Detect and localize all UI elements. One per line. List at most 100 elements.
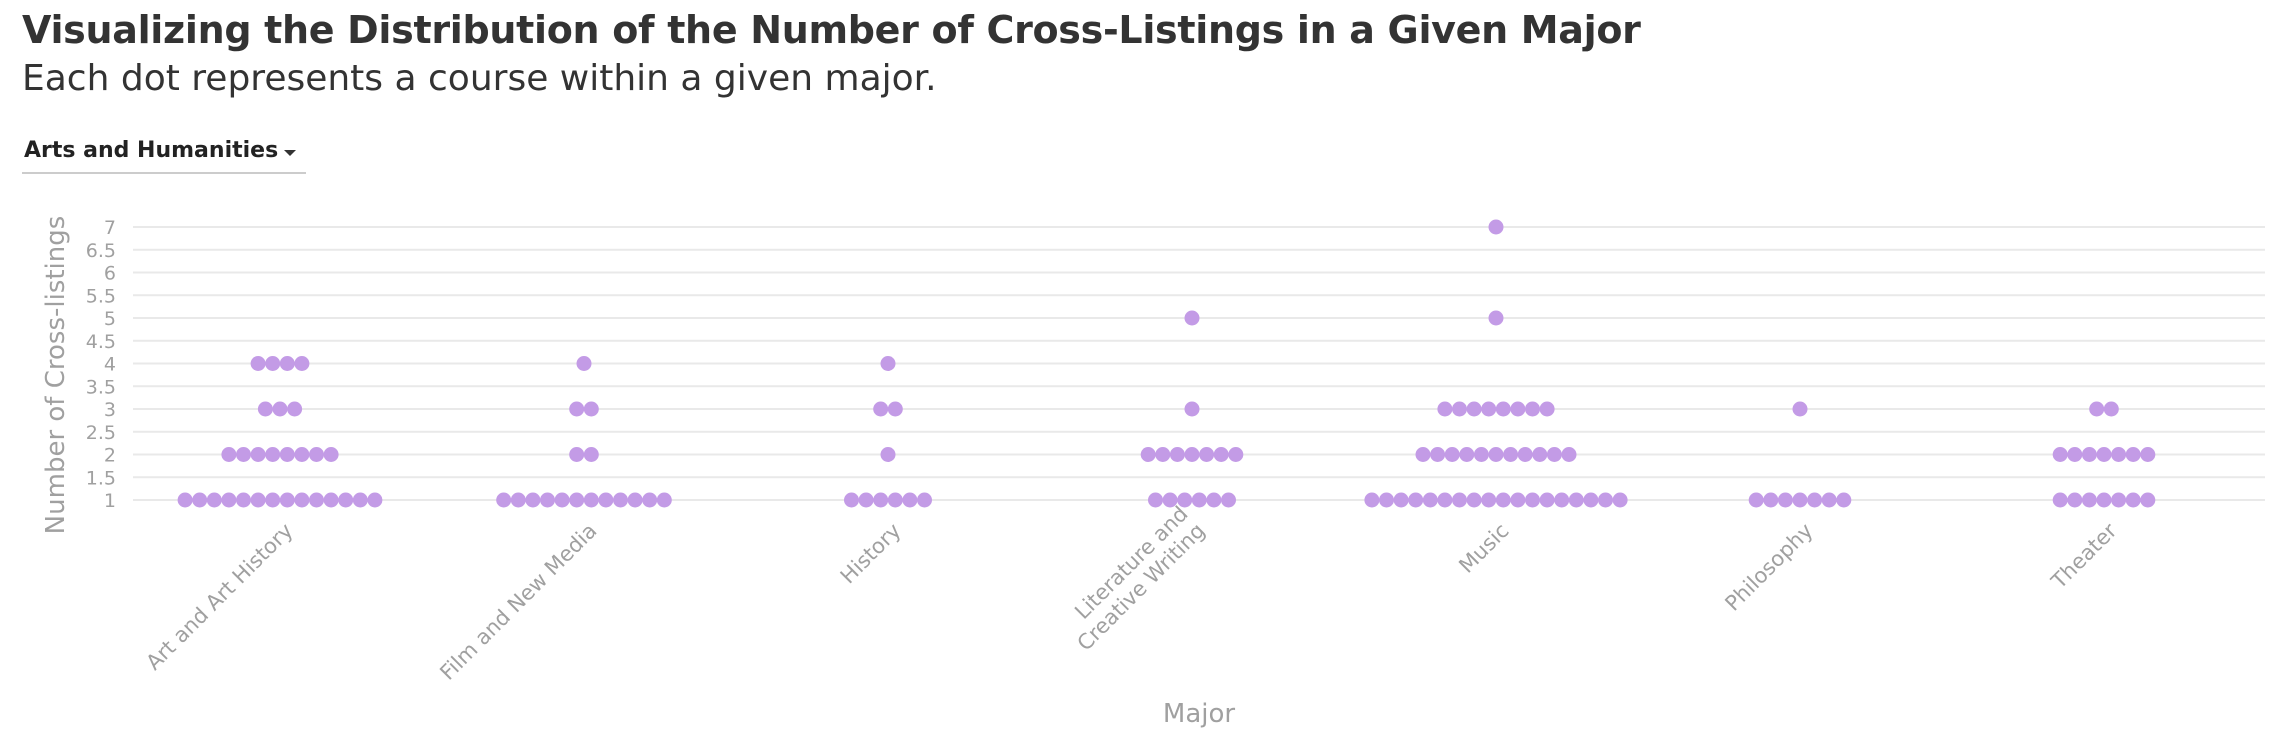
x-tick-label-line: Film and New Media — [435, 519, 601, 685]
data-dot — [1184, 401, 1200, 417]
data-dot — [1393, 492, 1409, 508]
data-dot — [1213, 447, 1229, 462]
grid-lines — [133, 226, 2265, 501]
y-tick-label: 4 — [104, 354, 116, 376]
data-dot — [236, 447, 251, 462]
data-dot — [583, 492, 599, 508]
data-dot — [1554, 492, 1570, 508]
data-dot — [1191, 492, 1207, 508]
data-dot — [1452, 401, 1467, 417]
data-dot — [221, 492, 237, 508]
y-tick-label: 4.5 — [86, 331, 116, 353]
category-dropdown[interactable]: Arts and Humanities — [22, 132, 306, 174]
data-dot — [1561, 447, 1577, 462]
data-dot — [1748, 492, 1764, 508]
data-dot — [294, 356, 310, 371]
data-dot — [309, 447, 324, 462]
data-dot — [540, 492, 555, 508]
data-dot — [1177, 492, 1193, 508]
data-dot — [887, 492, 903, 508]
data-dot — [2125, 492, 2141, 508]
x-tick-label: Art and Art History — [141, 519, 297, 675]
data-dot — [250, 356, 266, 371]
data-dot — [1206, 492, 1222, 508]
y-tick-label: 6.5 — [86, 240, 116, 262]
data-dot — [1184, 310, 1200, 326]
data-dot — [1162, 492, 1178, 508]
data-dot — [250, 492, 266, 508]
data-dot — [2081, 492, 2097, 508]
data-dot — [1430, 447, 1446, 462]
x-tick-label-line: Art and Art History — [141, 519, 297, 675]
data-dot — [1821, 492, 1837, 508]
data-dot — [902, 492, 918, 508]
data-dot — [1169, 447, 1185, 462]
data-dot — [279, 492, 295, 508]
data-dot — [583, 447, 599, 462]
data-dot — [221, 447, 237, 462]
data-dot — [1488, 447, 1504, 462]
data-dot — [1525, 401, 1540, 417]
y-tick-label: 5.5 — [86, 285, 116, 307]
y-tick-label: 3.5 — [86, 376, 116, 398]
data-dot — [1459, 447, 1475, 462]
data-dot — [1466, 492, 1482, 508]
data-dot — [569, 492, 585, 508]
data-dot — [2081, 447, 2097, 462]
data-dot — [1415, 447, 1431, 462]
data-dot — [177, 492, 193, 508]
data-dot — [496, 492, 512, 508]
x-tick-label: Philosophy — [1720, 519, 1817, 616]
data-dot — [2140, 492, 2156, 508]
y-tick-labels: 11.522.533.544.555.566.57 — [86, 217, 116, 512]
data-dot — [1568, 492, 1584, 508]
data-dot — [1495, 401, 1511, 417]
data-dot — [2125, 447, 2141, 462]
data-dot — [1184, 447, 1200, 462]
data-dot — [844, 492, 859, 508]
data-dot — [1364, 492, 1380, 508]
data-dot — [250, 447, 266, 462]
data-dot — [1452, 492, 1467, 508]
chart-title: Visualizing the Distribution of the Numb… — [22, 8, 1641, 52]
data-dot — [510, 492, 526, 508]
data-dot — [656, 492, 672, 508]
y-tick-label: 1.5 — [86, 467, 116, 489]
data-dot — [1836, 492, 1852, 508]
data-dot — [323, 492, 339, 508]
data-dot — [206, 492, 222, 508]
data-dot — [287, 401, 303, 417]
data-dot — [2140, 447, 2156, 462]
x-tick-label: History — [836, 519, 906, 589]
x-tick-label-line: Theater — [2046, 518, 2122, 594]
data-dot — [309, 492, 324, 508]
data-dot — [1379, 492, 1394, 508]
x-tick-label: Film and New Media — [435, 519, 601, 685]
data-dot — [2103, 401, 2119, 417]
data-dot — [1583, 492, 1599, 508]
y-tick-label: 2 — [104, 445, 116, 467]
caret-down-icon[interactable] — [276, 144, 306, 164]
data-dot — [192, 492, 208, 508]
data-dot — [1221, 492, 1236, 508]
data-dot — [236, 492, 251, 508]
data-dot — [265, 447, 281, 462]
data-dot — [1495, 492, 1511, 508]
data-dot — [1437, 401, 1453, 417]
data-dot — [1488, 219, 1504, 235]
data-dot — [2067, 492, 2083, 508]
data-dot — [1473, 447, 1489, 462]
data-dot — [1539, 492, 1555, 508]
y-tick-label: 6 — [104, 263, 116, 285]
data-dot — [598, 492, 614, 508]
y-tick-label: 3 — [104, 399, 116, 421]
chart-subtitle: Each dot represents a course within a gi… — [22, 58, 937, 99]
data-dot — [2089, 401, 2105, 417]
data-dot — [1792, 401, 1808, 417]
y-tick-label: 5 — [104, 308, 116, 330]
data-dot — [1510, 401, 1526, 417]
data-dot — [294, 492, 310, 508]
x-tick-label-line: Music — [1454, 519, 1513, 578]
data-dot — [642, 492, 658, 508]
